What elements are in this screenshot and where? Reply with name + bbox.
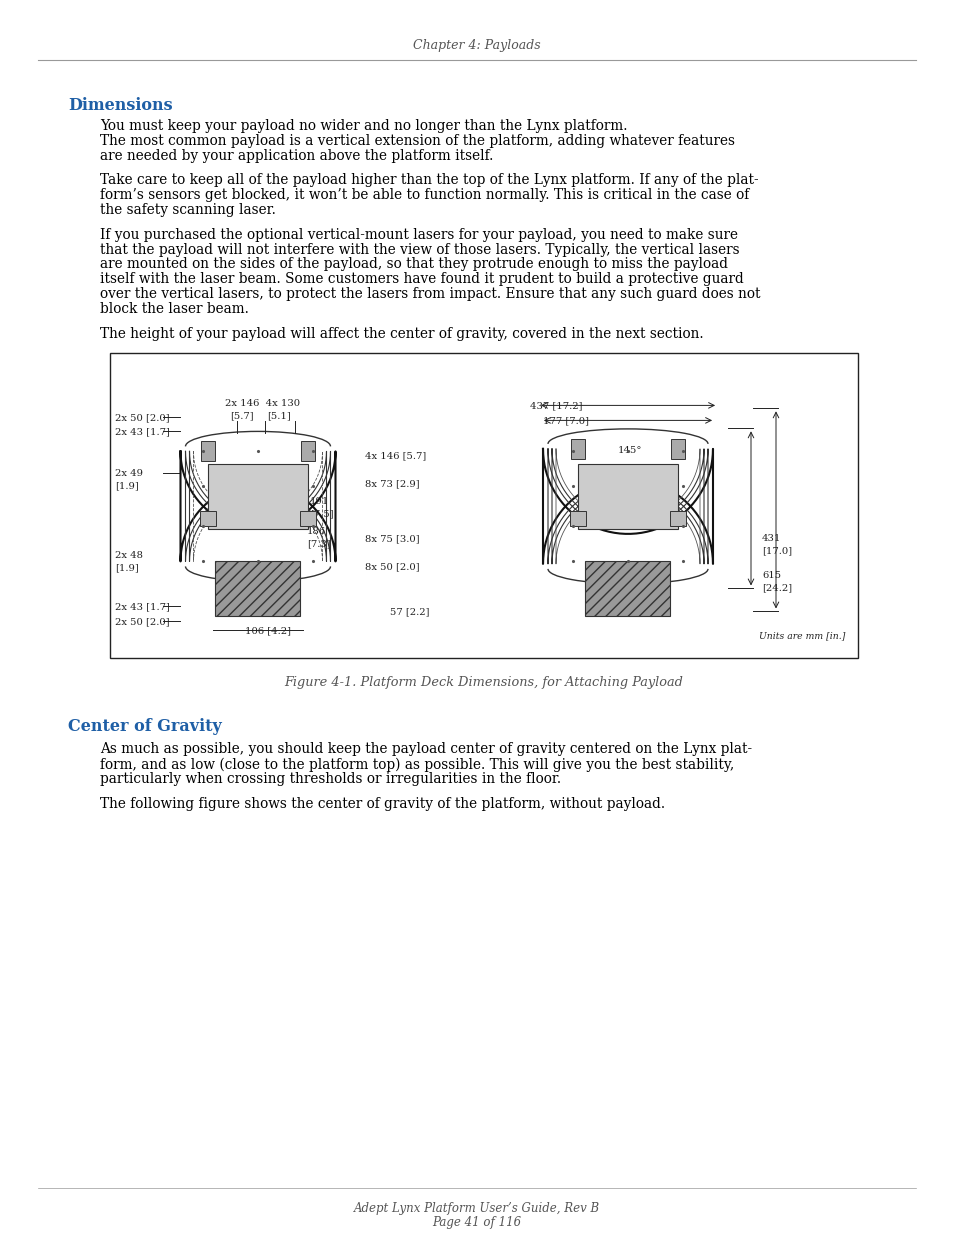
Text: 2x 43 [1.7]: 2x 43 [1.7] <box>115 601 170 611</box>
Text: 57 [2.2]: 57 [2.2] <box>390 606 429 616</box>
Text: The most common payload is a vertical extension of the platform, adding whatever: The most common payload is a vertical ex… <box>100 133 734 148</box>
Bar <box>670 438 684 459</box>
Text: 8x 50 [2.0]: 8x 50 [2.0] <box>365 562 419 571</box>
Text: 4x 146 [5.7]: 4x 146 [5.7] <box>365 451 426 459</box>
Text: Figure 4-1. Platform Deck Dimensions, for Attaching Payload: Figure 4-1. Platform Deck Dimensions, fo… <box>284 677 682 689</box>
Text: 106 [4.2]: 106 [4.2] <box>245 626 291 635</box>
Text: Page 41 of 116: Page 41 of 116 <box>432 1216 521 1229</box>
Bar <box>578 464 678 529</box>
Text: block the laser beam.: block the laser beam. <box>100 301 249 316</box>
Text: 2x 49: 2x 49 <box>115 469 143 478</box>
Text: The height of your payload will affect the center of gravity, covered in the nex: The height of your payload will affect t… <box>100 326 703 341</box>
Text: 177 [7.0]: 177 [7.0] <box>542 416 588 425</box>
Bar <box>569 511 585 526</box>
Text: Chapter 4: Payloads: Chapter 4: Payloads <box>413 38 540 52</box>
Bar <box>215 562 300 616</box>
Text: If you purchased the optional vertical-mount lasers for your payload, you need t: If you purchased the optional vertical-m… <box>100 227 738 242</box>
Text: [17.0]: [17.0] <box>761 546 791 555</box>
Text: 8x 75 [3.0]: 8x 75 [3.0] <box>365 534 419 543</box>
Text: 8x 73 [2.9]: 8x 73 [2.9] <box>365 479 419 488</box>
Text: [7.3]: [7.3] <box>307 538 331 548</box>
Text: [5.1]: [5.1] <box>267 411 291 420</box>
Text: 2x 48: 2x 48 <box>115 551 143 559</box>
Text: [7.5]: [7.5] <box>310 509 334 517</box>
Text: The following figure shows the center of gravity of the platform, without payloa: The following figure shows the center of… <box>100 797 664 811</box>
Text: 615: 615 <box>761 571 781 580</box>
Text: 431: 431 <box>761 534 781 543</box>
Text: 437 [17.2]: 437 [17.2] <box>530 401 582 410</box>
Bar <box>110 353 857 658</box>
Text: that the payload will not interfere with the view of those lasers. Typically, th: that the payload will not interfere with… <box>100 242 739 257</box>
Bar <box>201 441 214 462</box>
Text: Dimensions: Dimensions <box>68 98 172 114</box>
Text: 2x 146  4x 130: 2x 146 4x 130 <box>225 399 300 408</box>
Text: are needed by your application above the platform itself.: are needed by your application above the… <box>100 148 493 163</box>
Bar <box>669 511 685 526</box>
Text: over the vertical lasers, to protect the lasers from impact. Ensure that any suc: over the vertical lasers, to protect the… <box>100 287 760 301</box>
Bar <box>571 438 584 459</box>
Text: You must keep your payload no wider and no longer than the Lynx platform.: You must keep your payload no wider and … <box>100 119 627 133</box>
Bar <box>301 441 314 462</box>
Bar <box>585 562 670 616</box>
Text: itself with the laser beam. Some customers have found it prudent to build a prot: itself with the laser beam. Some custome… <box>100 272 743 287</box>
Bar <box>200 511 215 526</box>
Text: Take care to keep all of the payload higher than the top of the Lynx platform. I: Take care to keep all of the payload hig… <box>100 173 758 188</box>
Text: form, and as low (close to the platform top) as possible. This will give you the: form, and as low (close to the platform … <box>100 757 734 772</box>
Text: the safety scanning laser.: the safety scanning laser. <box>100 203 275 217</box>
Text: 191: 191 <box>310 496 329 506</box>
Bar <box>208 464 308 529</box>
Text: 186: 186 <box>307 527 326 536</box>
Text: As much as possible, you should keep the payload center of gravity centered on t: As much as possible, you should keep the… <box>100 742 751 756</box>
Text: are mounted on the sides of the payload, so that they protrude enough to miss th: are mounted on the sides of the payload,… <box>100 257 727 272</box>
Text: [5.7]: [5.7] <box>230 411 253 420</box>
Text: [24.2]: [24.2] <box>761 583 791 592</box>
Text: Units are mm [in.]: Units are mm [in.] <box>758 631 844 640</box>
Text: 2x 43 [1.7]: 2x 43 [1.7] <box>115 427 170 436</box>
Bar <box>299 511 315 526</box>
Text: form’s sensors get blocked, it won’t be able to function normally. This is criti: form’s sensors get blocked, it won’t be … <box>100 188 748 203</box>
Text: particularly when crossing thresholds or irregularities in the floor.: particularly when crossing thresholds or… <box>100 772 560 785</box>
Text: [1.9]: [1.9] <box>115 480 138 490</box>
Text: 145°: 145° <box>618 446 641 454</box>
Text: 2x 50 [2.0]: 2x 50 [2.0] <box>115 412 170 422</box>
Text: Center of Gravity: Center of Gravity <box>68 719 221 735</box>
Text: 2x 50 [2.0]: 2x 50 [2.0] <box>115 618 170 626</box>
Text: Adept Lynx Platform User’s Guide, Rev B: Adept Lynx Platform User’s Guide, Rev B <box>354 1202 599 1215</box>
Text: [1.9]: [1.9] <box>115 563 138 572</box>
